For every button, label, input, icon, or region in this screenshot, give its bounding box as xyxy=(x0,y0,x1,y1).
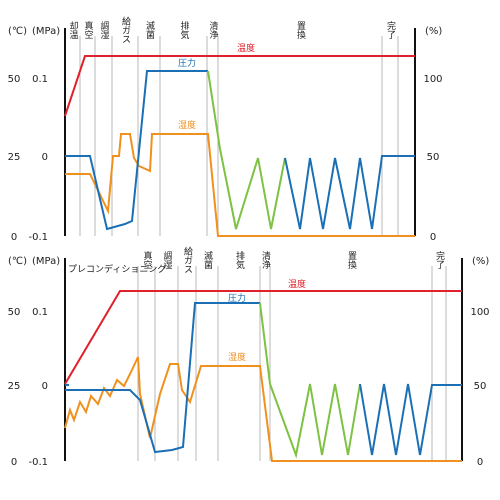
phase-label: 調湿 xyxy=(162,250,173,269)
phase-label: 完了 xyxy=(434,250,445,269)
purge-pressure-line xyxy=(359,383,462,456)
phase-label: 給ガス xyxy=(120,15,131,43)
phase-label: プレコンディショニング xyxy=(68,263,166,275)
humidity-tick: 0 xyxy=(477,457,483,468)
phase-label: 置換 xyxy=(295,21,306,40)
chart-top: 却温 真空 調湿 給ガス 滅菌 排気 清浄 置換 完了(℃) (MPa) (%)502500.10-… xyxy=(8,15,443,243)
humidity-line xyxy=(65,133,415,237)
pressure-label: 圧力 xyxy=(228,292,246,304)
temperature-line xyxy=(64,55,415,117)
temperature-line xyxy=(64,290,462,385)
phase-label: 排気 xyxy=(179,20,190,40)
temperature-tick: 0 xyxy=(11,457,17,468)
phase-label: 完了 xyxy=(385,20,396,39)
pressure-line xyxy=(65,70,208,231)
phase-label: 清浄 xyxy=(208,20,219,40)
temperature-tick: 50 xyxy=(8,74,21,85)
purge-pressure-line xyxy=(284,155,415,230)
temperature-tick: 25 xyxy=(8,152,21,163)
humidity-label: 湿度 xyxy=(228,351,246,363)
exhaust-line xyxy=(207,70,286,230)
phase-label: 給ガス xyxy=(182,245,193,273)
exhaust-line xyxy=(259,302,361,459)
temperature-tick: 50 xyxy=(8,307,21,318)
pressure-unit: (MPa) xyxy=(32,26,60,37)
humidity-unit: (%) xyxy=(472,256,489,267)
humidity-line xyxy=(64,356,462,462)
temperature-unit: (℃) xyxy=(8,256,27,267)
pressure-tick: -0.1 xyxy=(28,457,48,468)
humidity-tick: 50 xyxy=(474,381,487,392)
pressure-tick: 0.1 xyxy=(32,307,48,318)
pressure-unit: (MPa) xyxy=(32,256,60,267)
temperature-tick: 0 xyxy=(11,232,17,243)
temperature-tick: 25 xyxy=(8,381,21,392)
humidity-tick: 0 xyxy=(430,232,436,243)
phase-label: 真空 xyxy=(142,250,153,269)
temperature-label: 温度 xyxy=(237,42,255,54)
humidity-tick: 50 xyxy=(427,152,440,163)
pressure-tick: -0.1 xyxy=(28,232,48,243)
phase-label: 滅菌 xyxy=(202,250,213,270)
humidity-tick: 100 xyxy=(470,307,489,318)
pressure-line xyxy=(65,302,260,454)
temperature-label: 温度 xyxy=(288,278,306,290)
phase-label: 調湿 xyxy=(99,20,110,39)
phase-label: 真空 xyxy=(83,20,94,39)
pressure-tick: 0.1 xyxy=(32,74,48,85)
humidity-unit: (%) xyxy=(425,26,442,37)
pressure-label: 圧力 xyxy=(178,57,196,69)
phase-label: 却温 xyxy=(68,21,79,39)
phase-label: 清浄 xyxy=(260,250,271,270)
pressure-tick: 0 xyxy=(42,381,48,392)
phase-label: 排気 xyxy=(234,250,245,270)
phase-label: 置換 xyxy=(346,251,357,270)
humidity-label: 湿度 xyxy=(178,119,196,131)
temperature-unit: (℃) xyxy=(8,26,27,37)
pressure-tick: 0 xyxy=(42,152,48,163)
phase-label: 滅菌 xyxy=(144,20,155,40)
humidity-tick: 100 xyxy=(423,74,442,85)
